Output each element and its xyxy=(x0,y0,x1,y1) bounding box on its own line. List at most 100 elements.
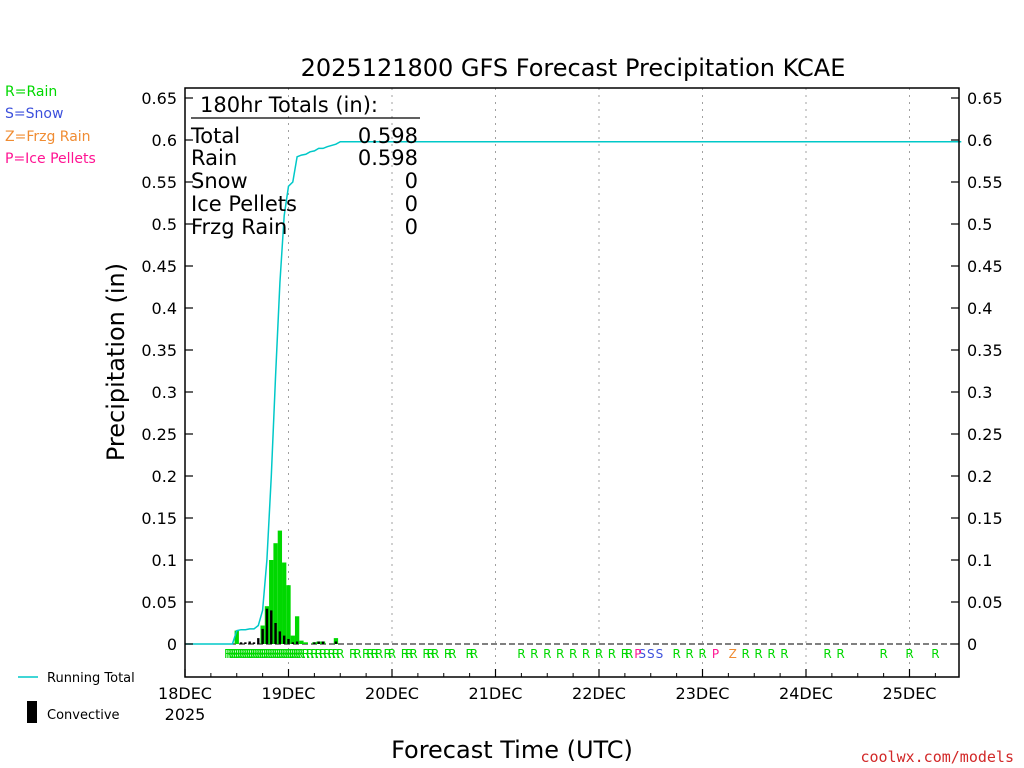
precip-type-markers: RRRRRRRRRRRRRRRRRRRRRRRRRRRRRRRRRRRRRRRR… xyxy=(224,647,940,661)
convective-bar xyxy=(295,641,299,644)
precip-type-marker: R xyxy=(323,647,331,661)
x-tick-label: 20DEC xyxy=(365,684,419,703)
convective-bar xyxy=(252,642,256,644)
precip-type-marker: R xyxy=(366,647,374,661)
precip-type-marker: R xyxy=(879,647,887,661)
precip-type-marker: R xyxy=(224,647,232,661)
precip-bar xyxy=(269,560,274,644)
type-legend: R=Rain S=Snow Z=Frzg Rain P=Ice Pellets xyxy=(5,84,96,167)
precip-type-marker: Z xyxy=(729,647,737,661)
precip-type-marker: R xyxy=(375,647,383,661)
convective-bar xyxy=(287,638,290,644)
y-tick-label-left: 0.6 xyxy=(152,131,177,150)
precip-type-marker: R xyxy=(336,647,344,661)
precip-type-marker: S xyxy=(656,647,664,661)
precip-type-marker: R xyxy=(284,647,292,661)
x-tick-sublabel: 2025 xyxy=(165,705,206,724)
convective-bar xyxy=(321,641,325,644)
chart-title: 2025121800 GFS Forecast Precipitation KC… xyxy=(301,54,846,82)
precip-type-marker: R xyxy=(226,647,234,661)
precip-type-marker: R xyxy=(698,647,706,661)
totals-value-total: 0.598 xyxy=(358,124,418,148)
convective-bar xyxy=(282,635,286,644)
precip-type-marker: R xyxy=(405,647,413,661)
precip-type-marker: R xyxy=(595,647,603,661)
precip-type-marker: R xyxy=(465,647,473,661)
precip-type-marker: R xyxy=(905,647,913,661)
series-legend: Running Total Convective xyxy=(18,671,135,723)
precip-type-marker: R xyxy=(254,647,262,661)
totals-value-rain: 0.598 xyxy=(358,146,418,170)
precip-type-marker: P xyxy=(712,647,719,661)
convective-bar xyxy=(278,631,282,644)
x-tick-label: 22DEC xyxy=(572,684,626,703)
precip-type-marker: R xyxy=(274,647,282,661)
precip-type-marker: R xyxy=(362,647,370,661)
precip-type-marker: R xyxy=(767,647,775,661)
grid-layer xyxy=(185,88,959,677)
y-tick-label-left: 0.25 xyxy=(141,425,177,444)
convective-bar xyxy=(239,642,243,644)
convective-bar xyxy=(334,641,338,644)
watermark: coolwx.com/models xyxy=(860,748,1014,766)
precip-type-marker: R xyxy=(401,647,409,661)
precip-type-marker: R xyxy=(263,647,271,661)
convective-swatch xyxy=(27,701,37,723)
precip-type-marker: R xyxy=(250,647,258,661)
precip-type-marker: R xyxy=(621,647,629,661)
y-tick-label-right: 0.05 xyxy=(967,593,1003,612)
x-axis-label: Forecast Time (UTC) xyxy=(391,736,633,764)
y-tick-label-right: 0.6 xyxy=(967,131,992,150)
totals-label-rain: Rain xyxy=(191,146,237,170)
precip-type-marker: R xyxy=(280,647,288,661)
precip-type-marker: R xyxy=(302,647,310,661)
y-tick-label-left: 0.55 xyxy=(141,173,177,192)
legend-running-total: Running Total xyxy=(47,671,135,686)
precip-bar xyxy=(286,585,291,644)
precip-bar xyxy=(282,562,287,644)
precip-type-marker: R xyxy=(836,647,844,661)
convective-bar xyxy=(261,628,264,644)
precip-type-marker: R xyxy=(741,647,749,661)
convective-bar xyxy=(270,610,273,644)
precip-bar xyxy=(333,638,339,644)
y-tick-label-left: 0.3 xyxy=(152,383,177,402)
precip-type-marker: R xyxy=(409,647,417,661)
totals-label-total: Total xyxy=(190,124,240,148)
precip-type-marker: R xyxy=(295,647,303,661)
convective-bar xyxy=(248,641,251,644)
y-tick-label-right: 0.35 xyxy=(967,341,1003,360)
y-axis-label: Precipitation (in) xyxy=(102,263,130,461)
precip-type-marker: R xyxy=(315,647,323,661)
y-tick-label-right: 0.1 xyxy=(967,551,992,570)
bars-layer xyxy=(234,530,339,644)
plot-frame xyxy=(184,87,960,678)
precip-type-marker: R xyxy=(239,647,247,661)
precip-type-marker: R xyxy=(625,647,633,661)
precip-type-marker: R xyxy=(319,647,327,661)
precip-type-marker: R xyxy=(754,647,762,661)
y-tick-label-left: 0.2 xyxy=(152,467,177,486)
totals-header: 180hr Totals (in): xyxy=(200,93,378,117)
legend-convective: Convective xyxy=(47,708,120,723)
y-tick-label-left: 0.15 xyxy=(141,509,177,528)
y-tick-label-right: 0.4 xyxy=(967,299,992,318)
precip-type-marker: R xyxy=(672,647,680,661)
precip-type-marker: R xyxy=(297,647,305,661)
totals-value-snow: 0 xyxy=(405,169,418,193)
precip-type-marker: R xyxy=(685,647,693,661)
precip-type-marker: R xyxy=(286,647,294,661)
totals-value-ice-pellets: 0 xyxy=(405,192,418,216)
precip-type-marker: R xyxy=(448,647,456,661)
precip-type-marker: R xyxy=(444,647,452,661)
precip-type-marker: R xyxy=(371,647,379,661)
precip-type-marker: R xyxy=(261,647,269,661)
precip-type-marker: R xyxy=(556,647,564,661)
precip-type-marker: R xyxy=(327,647,335,661)
y-tick-label-left: 0.05 xyxy=(141,593,177,612)
precip-type-marker: R xyxy=(608,647,616,661)
precip-type-marker: R xyxy=(931,647,939,661)
precip-type-marker: S xyxy=(647,647,655,661)
convective-bar xyxy=(265,608,269,644)
precip-type-marker: R xyxy=(233,647,241,661)
